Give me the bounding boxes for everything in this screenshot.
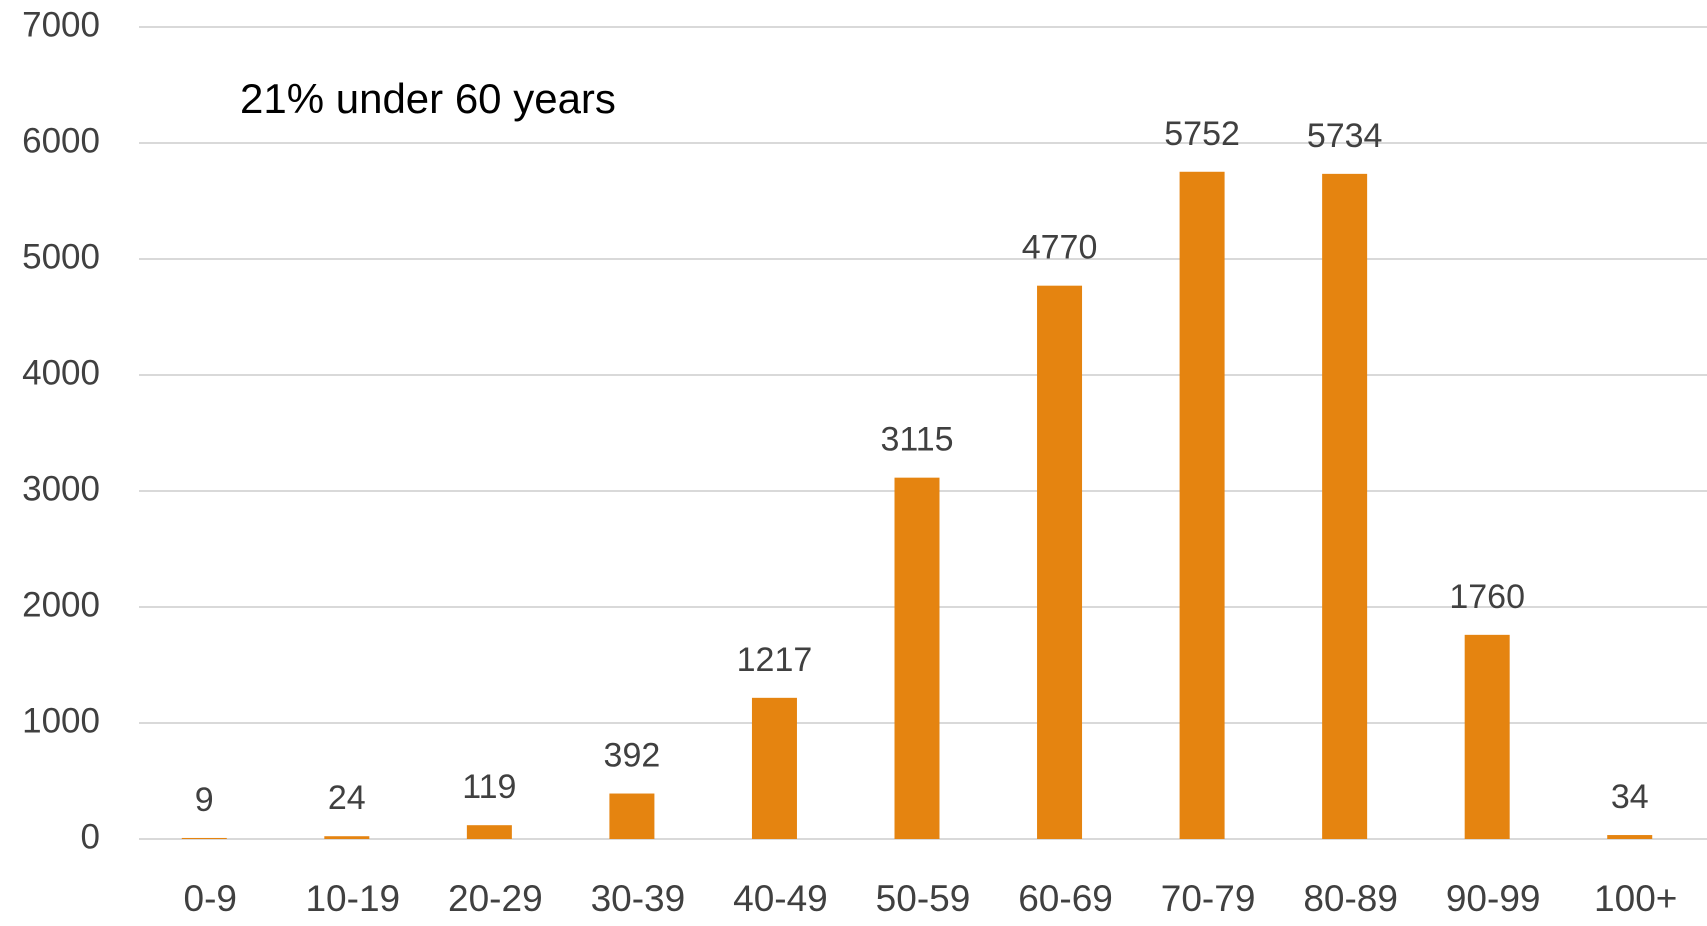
bar — [1322, 173, 1368, 839]
data-label: 34 — [1611, 778, 1649, 816]
bar — [1464, 634, 1510, 839]
bar — [1179, 171, 1225, 839]
data-label: 5752 — [1164, 115, 1240, 153]
y-tick-label: 3000 — [22, 469, 100, 508]
x-tick-label: 20-29 — [448, 878, 543, 919]
bar — [324, 836, 370, 839]
y-tick-label: 4000 — [22, 353, 100, 392]
data-label: 119 — [462, 768, 516, 806]
y-tick-label: 2000 — [22, 585, 100, 624]
data-label: 9 — [195, 781, 214, 819]
bar — [1607, 835, 1653, 839]
y-tick-label: 6000 — [22, 121, 100, 160]
bar — [751, 697, 797, 839]
x-tick-label: 0-9 — [184, 878, 237, 919]
x-tick-label: 100+ — [1594, 878, 1677, 919]
bar — [894, 477, 940, 839]
x-tick-label: 50-59 — [876, 878, 971, 919]
data-label: 1217 — [737, 641, 813, 679]
y-tick-label: 1000 — [22, 701, 100, 740]
data-label: 392 — [604, 737, 661, 775]
data-label: 5734 — [1307, 117, 1383, 155]
x-tick-label: 10-19 — [305, 878, 400, 919]
bar — [181, 837, 227, 839]
x-tick-label: 70-79 — [1161, 878, 1256, 919]
y-tick-label: 7000 — [22, 5, 100, 44]
y-tick-label: 5000 — [22, 237, 100, 276]
data-label: 4770 — [1022, 229, 1098, 267]
x-tick-label: 90-99 — [1446, 878, 1541, 919]
bar — [1037, 285, 1083, 839]
x-tick-label: 60-69 — [1018, 878, 1113, 919]
data-label: 24 — [328, 779, 366, 817]
data-label: 1760 — [1449, 578, 1525, 616]
bar — [466, 825, 512, 839]
data-label: 3115 — [880, 421, 953, 459]
x-tick-label: 40-49 — [733, 878, 828, 919]
bar — [609, 793, 655, 839]
x-tick-label: 80-89 — [1303, 878, 1398, 919]
annotation: 21% under 60 years — [240, 75, 616, 122]
y-tick-label: 0 — [81, 817, 100, 856]
x-tick-label: 30-39 — [591, 878, 686, 919]
